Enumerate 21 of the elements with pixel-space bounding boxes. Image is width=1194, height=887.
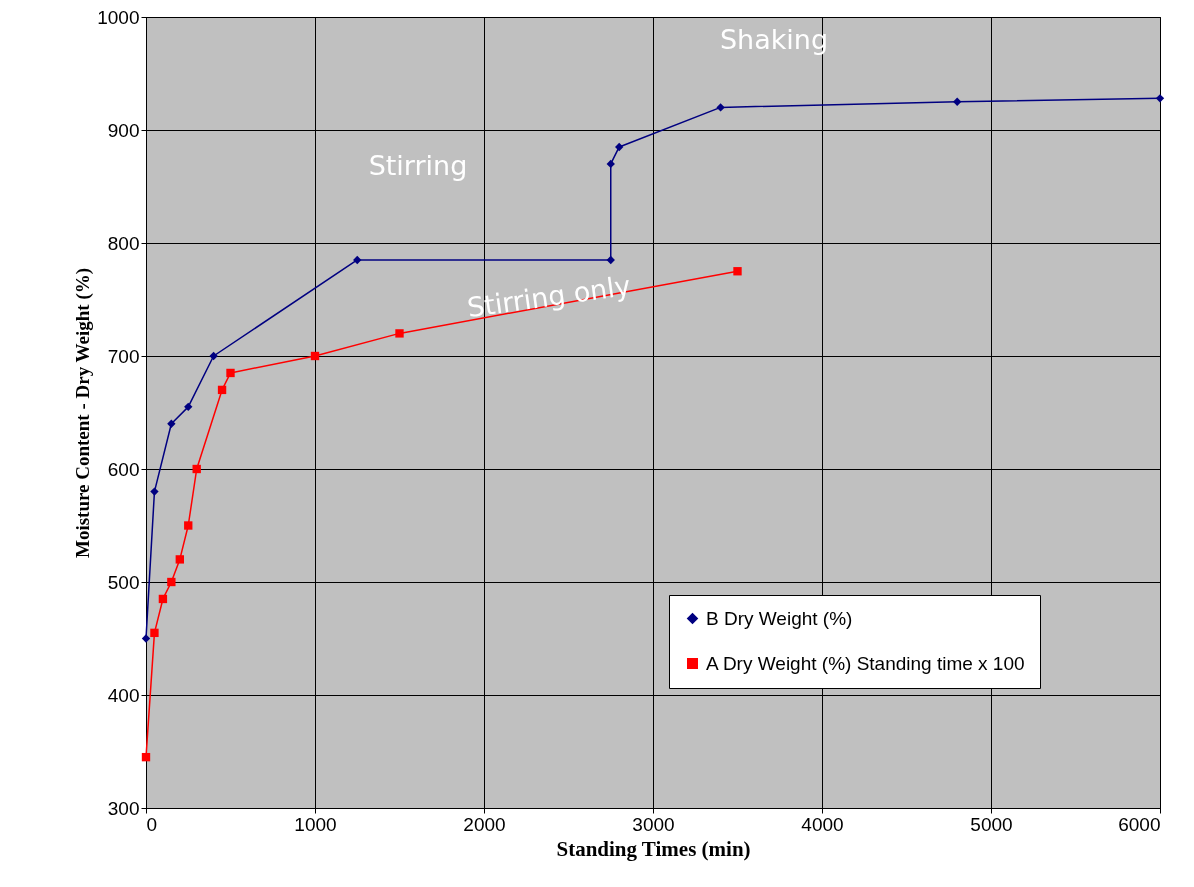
x-tick-label: 0 xyxy=(146,813,158,835)
x-tick-label: 6000 xyxy=(1118,813,1161,835)
y-tick-label: 300 xyxy=(107,797,140,819)
annotation: Stirring only xyxy=(465,269,633,324)
y-tick-label: 400 xyxy=(107,684,140,706)
y-tick-label: 1000 xyxy=(97,6,140,28)
x-tick-label: 1000 xyxy=(294,813,337,835)
y-axis-title: Moisture Content - Dry Weight (%) xyxy=(72,267,95,559)
x-tick-label: 5000 xyxy=(970,813,1013,835)
x-tick-label: 4000 xyxy=(801,813,844,835)
x-tick-label: 2000 xyxy=(463,813,506,835)
legend-label: A Dry Weight (%) Standing time x 100 xyxy=(706,652,1025,674)
annotation: Stirring xyxy=(368,150,468,181)
y-tick-label: 600 xyxy=(107,458,140,480)
legend-label: B Dry Weight (%) xyxy=(706,607,853,629)
y-tick-label: 900 xyxy=(107,119,140,141)
y-tick-label: 500 xyxy=(107,571,140,593)
y-tick-label: 700 xyxy=(107,345,140,367)
x-tick-label: 3000 xyxy=(632,813,675,835)
x-axis-title: Standing Times (min) xyxy=(556,836,751,861)
y-tick-label: 800 xyxy=(107,232,140,254)
